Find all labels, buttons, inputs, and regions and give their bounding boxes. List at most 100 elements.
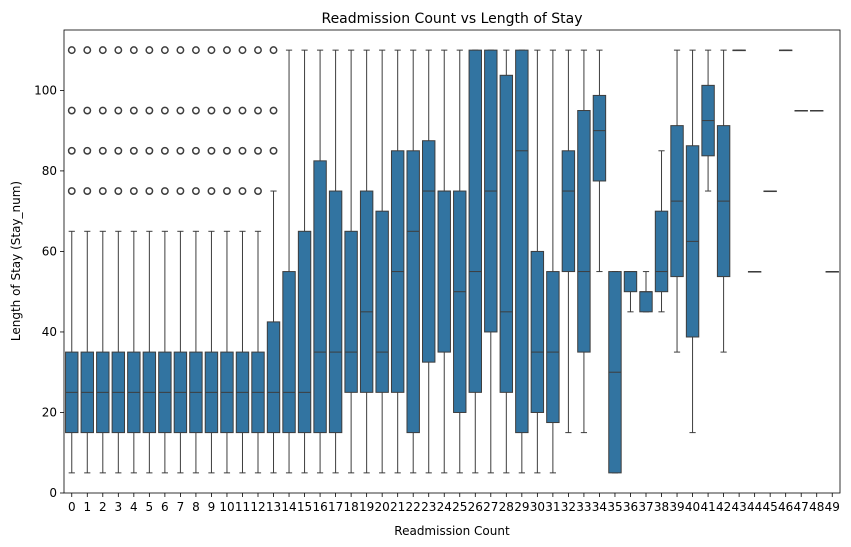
x-tick-label: 18	[343, 500, 358, 514]
x-tick-label: 10	[219, 500, 234, 514]
box-group-45	[763, 190, 777, 193]
outlier-point	[269, 46, 278, 55]
x-tick-label: 37	[638, 500, 653, 514]
x-tick-label: 26	[468, 500, 483, 514]
x-tick-label: 5	[146, 500, 154, 514]
x-tick-label: 42	[716, 500, 731, 514]
box	[623, 271, 638, 293]
box-group-26	[468, 49, 482, 474]
box-group-0	[65, 46, 79, 474]
box	[266, 321, 281, 434]
box-group-41	[701, 49, 715, 192]
x-tick-label: 1	[83, 500, 91, 514]
box-group-1	[80, 46, 94, 474]
box-group-33	[577, 49, 591, 434]
boxes-layer	[65, 46, 839, 474]
y-axis-label: Length of Stay (Stay_num)	[9, 181, 23, 341]
outlier-point	[145, 187, 154, 195]
box-group-47	[794, 110, 808, 112]
x-tick-label: 32	[561, 500, 576, 514]
x-tick-label: 11	[235, 500, 250, 514]
box	[577, 110, 591, 353]
x-tick-label: 39	[669, 500, 684, 514]
outlier-point	[160, 146, 169, 155]
box-group-6	[158, 46, 172, 474]
box-group-31	[546, 49, 560, 474]
outlier-point	[223, 46, 231, 55]
x-tick-label: 27	[483, 500, 498, 514]
outlier-point	[254, 146, 262, 155]
x-tick-label: 47	[794, 500, 809, 514]
outlier-point	[238, 46, 247, 55]
outlier-point	[114, 46, 123, 55]
y-tick-label: 80	[42, 164, 57, 178]
outlier-point	[207, 106, 216, 115]
x-tick-label: 0	[68, 500, 76, 514]
outlier-point	[67, 106, 76, 115]
box-group-34	[592, 49, 607, 273]
outlier-point	[129, 106, 138, 115]
box	[282, 271, 296, 434]
x-tick-label: 28	[499, 500, 514, 514]
outlier-point	[98, 146, 107, 155]
box-group-14	[282, 49, 296, 474]
x-tick-label: 4	[130, 500, 138, 514]
box-group-15	[297, 49, 312, 474]
outlier-point	[129, 187, 138, 195]
x-tick-label: 14	[281, 500, 296, 514]
x-tick-label: 33	[576, 500, 591, 514]
box-group-39	[670, 49, 684, 353]
outlier-point	[129, 46, 138, 55]
y-axis: 0 20 40 60 80 100	[34, 83, 64, 500]
outlier-point	[207, 187, 216, 195]
x-tick-label: 49	[825, 500, 840, 514]
x-tick-label: 40	[685, 500, 700, 514]
outlier-point	[207, 146, 216, 155]
outlier-point	[114, 146, 123, 155]
box-group-48	[810, 110, 824, 112]
box-group-38	[654, 150, 669, 313]
x-tick-label: 8	[192, 500, 200, 514]
x-tick-label: 46	[778, 500, 793, 514]
outlier-point	[191, 187, 200, 195]
box	[639, 291, 653, 313]
box	[468, 49, 482, 393]
x-tick-label: 44	[747, 500, 762, 514]
x-tick-label: 48	[809, 500, 824, 514]
box-group-4	[127, 46, 141, 474]
x-tick-label: 24	[437, 500, 452, 514]
outlier-point	[223, 106, 231, 115]
box-group-5	[142, 46, 157, 474]
outlier-point	[176, 187, 185, 195]
y-tick-label: 40	[42, 325, 57, 339]
outlier-point	[191, 146, 200, 155]
box-group-9	[204, 46, 219, 474]
outlier-point	[67, 146, 76, 155]
x-tick-label: 12	[250, 500, 265, 514]
box-group-44	[747, 271, 762, 273]
box	[313, 160, 327, 434]
box-group-24	[437, 49, 451, 474]
outlier-point	[67, 187, 76, 195]
box	[592, 94, 607, 182]
outlier-point	[83, 46, 92, 55]
outlier-point	[83, 187, 92, 195]
box-group-3	[111, 46, 126, 474]
box-group-17	[328, 49, 343, 474]
box-group-13	[266, 46, 281, 474]
plot-area	[63, 29, 841, 494]
outlier-point	[223, 146, 231, 155]
outlier-point	[114, 187, 123, 195]
outlier-point	[160, 46, 169, 55]
outlier-point	[67, 46, 76, 55]
outlier-point	[176, 46, 185, 55]
x-tick-label: 19	[359, 500, 374, 514]
box-group-8	[189, 46, 203, 474]
outlier-point	[129, 146, 138, 155]
box	[297, 230, 312, 434]
box-group-22	[406, 49, 420, 474]
x-tick-label: 29	[514, 500, 529, 514]
outlier-point	[207, 46, 216, 55]
box-group-12	[251, 46, 265, 474]
box	[515, 49, 529, 434]
